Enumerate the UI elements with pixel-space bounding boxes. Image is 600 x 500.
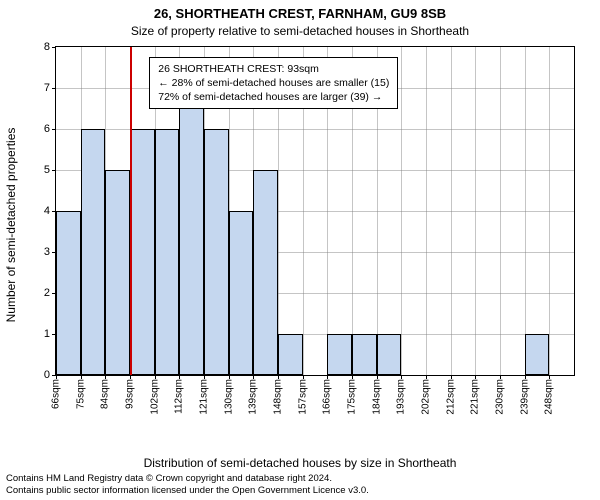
- grid-line-v: [549, 47, 550, 375]
- histogram-bar: [525, 334, 550, 375]
- footer-line-2: Contains public sector information licen…: [6, 485, 369, 497]
- x-tick-label: 202sqm: [421, 379, 432, 415]
- x-tick-label: 121sqm: [199, 379, 210, 415]
- y-tick-label: 2: [44, 287, 50, 299]
- x-tick-label: 93sqm: [125, 379, 136, 409]
- histogram-bar: [130, 129, 155, 375]
- x-tick-label: 112sqm: [174, 379, 185, 414]
- x-tick-label: 130sqm: [223, 379, 234, 415]
- x-tick-label: 212sqm: [445, 379, 456, 415]
- histogram-bar: [56, 211, 81, 375]
- footer-line-1: Contains HM Land Registry data © Crown c…: [6, 473, 369, 485]
- x-tick-label: 248sqm: [544, 379, 555, 415]
- x-tick-label: 230sqm: [495, 379, 506, 415]
- y-tick-label: 0: [44, 369, 50, 381]
- x-tick-label: 75sqm: [75, 379, 86, 409]
- histogram-bar: [229, 211, 254, 375]
- x-axis-label: Distribution of semi-detached houses by …: [0, 456, 600, 470]
- histogram-bar: [179, 88, 204, 375]
- y-tick-label: 4: [44, 205, 50, 217]
- x-tick-label: 221sqm: [470, 379, 481, 415]
- x-tick-label: 84sqm: [100, 379, 111, 409]
- reference-line: [130, 47, 132, 375]
- legend-line-3: 72% of semi-detached houses are larger (…: [158, 90, 389, 104]
- histogram-bar: [278, 334, 303, 375]
- histogram-bar: [204, 129, 229, 375]
- y-tick-label: 6: [44, 123, 50, 135]
- histogram-bar: [352, 334, 377, 375]
- grid-line-v: [500, 47, 501, 375]
- x-tick-label: 166sqm: [322, 379, 333, 415]
- histogram-bar: [327, 334, 352, 375]
- grid-line-v: [451, 47, 452, 375]
- legend-line-2: ← 28% of semi-detached houses are smalle…: [158, 76, 389, 90]
- histogram-bar: [81, 129, 106, 375]
- chart-container: 26, SHORTHEATH CREST, FARNHAM, GU9 8SB S…: [0, 0, 600, 500]
- plot-area: 26 SHORTHEATH CREST: 93sqm ← 28% of semi…: [55, 46, 575, 376]
- y-axis-label: Number of semi-detached properties: [4, 30, 18, 225]
- title-main: 26, SHORTHEATH CREST, FARNHAM, GU9 8SB: [0, 6, 600, 21]
- legend-line-1: 26 SHORTHEATH CREST: 93sqm: [158, 62, 389, 76]
- x-tick-label: 66sqm: [51, 379, 62, 409]
- x-tick-label: 102sqm: [149, 379, 160, 415]
- y-tick-label: 8: [44, 41, 50, 53]
- histogram-bar: [105, 170, 130, 375]
- histogram-bar: [377, 334, 402, 375]
- y-tick-label: 3: [44, 246, 50, 258]
- x-tick-label: 175sqm: [347, 379, 358, 415]
- grid-line-v: [401, 47, 402, 375]
- y-tick-label: 5: [44, 164, 50, 176]
- grid-line-v: [426, 47, 427, 375]
- x-tick-label: 184sqm: [371, 379, 382, 415]
- x-tick-label: 157sqm: [297, 379, 308, 415]
- x-tick-label: 239sqm: [519, 379, 530, 415]
- x-tick-label: 139sqm: [248, 379, 259, 415]
- histogram-bar: [253, 170, 278, 375]
- grid-line-v: [525, 47, 526, 375]
- x-tick-label: 148sqm: [273, 379, 284, 415]
- y-tick-label: 1: [44, 328, 50, 340]
- title-sub: Size of property relative to semi-detach…: [0, 24, 600, 38]
- legend-box: 26 SHORTHEATH CREST: 93sqm ← 28% of semi…: [149, 57, 398, 110]
- grid-line-v: [475, 47, 476, 375]
- footer-attribution: Contains HM Land Registry data © Crown c…: [6, 473, 369, 497]
- histogram-bar: [155, 129, 180, 375]
- y-tick-label: 7: [44, 82, 50, 94]
- x-tick-label: 193sqm: [396, 379, 407, 415]
